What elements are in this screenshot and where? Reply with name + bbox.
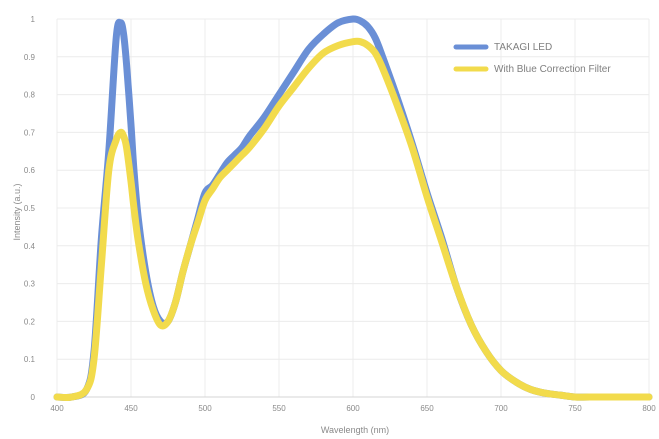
y-tick-label: 0.2 <box>24 317 36 326</box>
tick-layer: 0 0.1 0.2 0.3 0.4 0.5 0.6 0.7 0.8 0.9 1 400 450 500 55… <box>24 15 656 413</box>
legend: TAKAGI LED With Blue Correction Filter <box>453 42 611 75</box>
x-tick-label: 550 <box>272 404 286 413</box>
grid-layer <box>56 18 650 398</box>
x-tick-label: 800 <box>642 404 656 413</box>
x-tick-label: 500 <box>198 404 212 413</box>
y-tick-label: 1 <box>31 15 36 24</box>
y-tick-label: 0.8 <box>24 91 36 100</box>
y-tick-label: 0.6 <box>24 166 36 175</box>
x-tick-label: 750 <box>568 404 582 413</box>
series-layer <box>53 15 653 402</box>
y-tick-label: 0.4 <box>24 242 36 251</box>
y-tick-label: 0.1 <box>24 355 36 364</box>
series-line-blue-correction-filter <box>53 37 653 402</box>
y-axis-title: Intensity (a.u.) <box>12 183 22 240</box>
y-tick-label: 0 <box>31 393 36 402</box>
x-tick-label: 700 <box>494 404 508 413</box>
legend-label-takagi-led: TAKAGI LED <box>494 42 552 53</box>
y-tick-label: 0.5 <box>24 204 36 213</box>
x-tick-label: 450 <box>124 404 138 413</box>
x-tick-label: 650 <box>420 404 434 413</box>
x-axis-title: Wavelength (nm) <box>321 425 389 435</box>
y-tick-label: 0.7 <box>24 128 36 137</box>
x-tick-label: 400 <box>50 404 64 413</box>
legend-label-blue-correction-filter: With Blue Correction Filter <box>494 64 611 75</box>
y-tick-label: 0.3 <box>24 280 36 289</box>
x-tick-label: 600 <box>346 404 360 413</box>
y-tick-label: 0.9 <box>24 53 36 62</box>
